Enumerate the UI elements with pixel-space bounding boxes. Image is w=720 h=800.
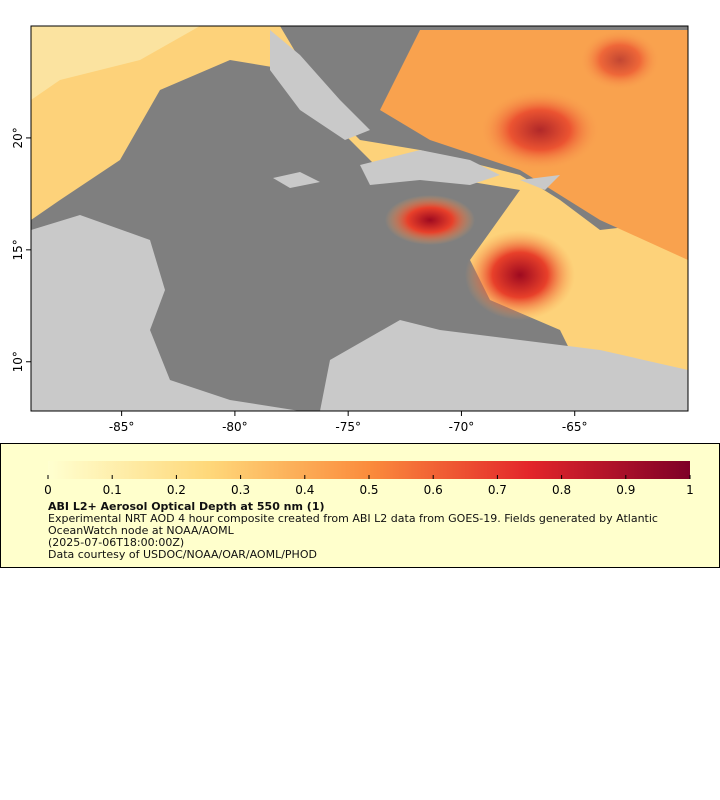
colorbar-tick-label: 0.7 (488, 483, 507, 496)
x-tick-label: -65° (562, 420, 588, 434)
legend-description: Experimental NRT AOD 4 hour composite cr… (48, 512, 658, 537)
map-field (31, 26, 688, 411)
y-tick-label: 20° (11, 127, 25, 148)
map-frame (30, 25, 689, 412)
x-tick-label: -85° (109, 420, 135, 434)
legend-title: ABI L2+ Aerosol Optical Depth at 550 nm … (48, 500, 325, 513)
colorbar-tick-label: 0 (44, 483, 52, 496)
colorbar-tick-label: 0.3 (231, 483, 250, 496)
colorbar-tick-label: 1 (686, 483, 694, 496)
colorbar-tick-label: 0.6 (424, 483, 443, 496)
x-tick-label: -70° (449, 420, 475, 434)
legend: 0 0.1 0.2 0.3 0.4 0.5 0.6 0.7 0.8 0.9 1 ABI L2+ Ae… (0, 443, 720, 568)
colorbar-tick-label: 0.1 (103, 483, 122, 496)
legend-credit: Data courtesy of USDOC/NOAA/OAR/AOML/PHO… (48, 548, 317, 561)
colorbar-ramp (48, 461, 690, 479)
y-tick-label: 10° (11, 351, 25, 372)
legend-text: ABI L2+ Aerosol Optical Depth at 550 nm … (48, 501, 688, 561)
y-tick-label: 15° (11, 239, 25, 260)
colorbar-tick-label: 0.9 (616, 483, 635, 496)
map: -85° -80° -75° -70° -65° 10° 15° 20° (11, 25, 689, 434)
colorbar-tick-label: 0.5 (359, 483, 378, 496)
colorbar-tick-label: 0.8 (552, 483, 571, 496)
colorbar-tick-label: 0.2 (167, 483, 186, 496)
colorbar: 0 0.1 0.2 0.3 0.4 0.5 0.6 0.7 0.8 0.9 1 (44, 461, 694, 496)
x-tick-label: -75° (335, 420, 361, 434)
axes: -85° -80° -75° -70° -65° 10° 15° 20° (11, 127, 588, 434)
x-tick-label: -80° (222, 420, 248, 434)
colorbar-tick-label: 0.4 (295, 483, 314, 496)
legend-date: (2025-07-06T18:00:00Z) (48, 536, 185, 549)
